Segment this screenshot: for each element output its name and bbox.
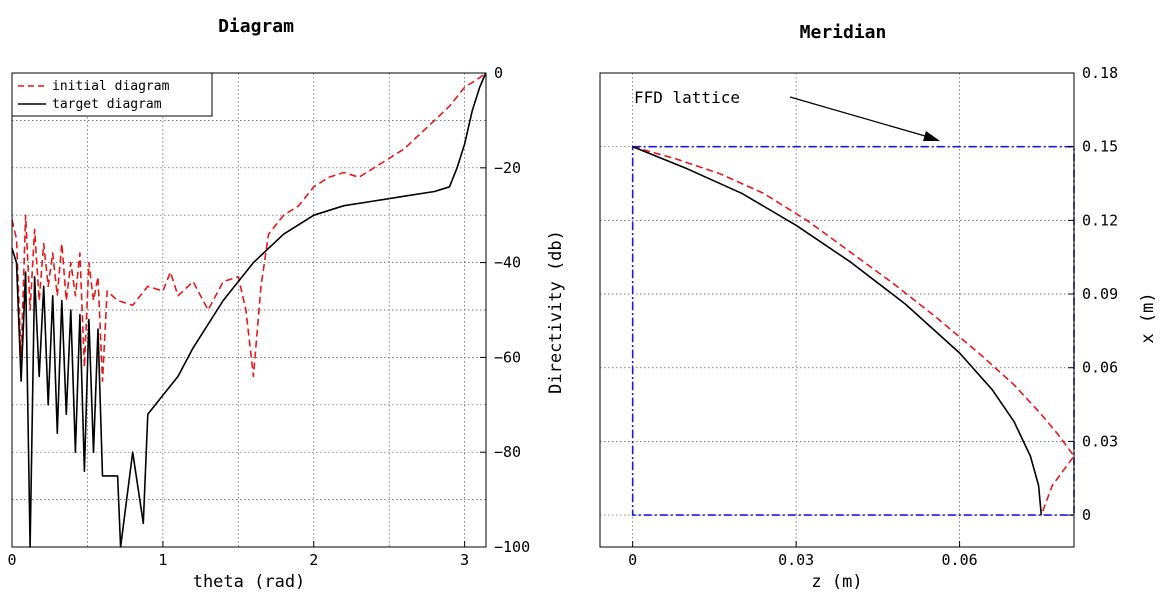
meridian-y-tick-label: 0.12 [1082,211,1118,229]
meridian-title: Meridian [800,22,887,43]
ffd-lattice-box [631,145,1075,516]
diagram-legend: initial diagram target diagram [11,72,213,117]
diagram-y-tick-label: 0 [494,64,503,82]
diagram-y-tick-label: −60 [494,348,521,366]
meridian-y-tick-label: 0.15 [1082,138,1118,156]
meridian-x-tick-label: 0 [628,551,637,569]
meridian-grid [600,72,1074,547]
diagram-x-ticks: 0 1 2 3 [7,541,469,569]
initial-meridian-line [632,145,1075,516]
meridian-x-ticks: 0 0.03 0.06 [628,541,978,569]
diagram-series [11,72,487,548]
ffd-lattice-arrow [789,96,940,141]
target-diagram-line [11,72,487,548]
diagram-x-tick-label: 0 [7,551,16,569]
ffd-lattice-annotation: FFD lattice [634,88,740,107]
meridian-frame [599,72,1075,548]
diagram-x-tick-label: 3 [460,551,469,569]
meridian-y-tick-label: 0.09 [1082,285,1118,303]
meridian-y-tick-label: 0.03 [1082,432,1118,450]
meridian-y-axis-label: x (m) [1138,292,1158,343]
diagram-x-axis-label: theta (rad) [193,572,306,592]
meridian-x-tick-label: 0.06 [942,551,978,569]
diagram-frame [11,72,487,548]
initial-diagram-line [11,72,487,382]
target-meridian-line [632,145,1043,516]
diagram-x-tick-label: 1 [158,551,167,569]
meridian-y-tick-label: 0.06 [1082,359,1118,377]
diagram-grid [11,73,486,547]
diagram-y-ticks: 0 −20 −40 −60 −80 −100 [480,64,530,556]
meridian-y-ticks: 0 0.03 0.06 0.09 0.12 0.15 0.18 [1068,64,1118,524]
meridian-y-tick-label: 0 [1082,506,1091,524]
legend-target-label: target diagram [52,97,162,112]
meridian-x-tick-label: 0.03 [778,551,814,569]
diagram-y-tick-label: −100 [494,538,530,556]
meridian-series [631,145,1075,516]
diagram-y-axis-label: Directivity (db) [546,230,566,394]
meridian-chart: Meridian 0 0.03 0.06 0 0.03 0.06 0.09 0.12 0.15… [599,22,1158,592]
diagram-y-tick-label: −40 [494,254,521,272]
diagram-x-tick-label: 2 [309,551,318,569]
meridian-y-tick-label: 0.18 [1082,64,1118,82]
diagram-y-tick-label: −80 [494,443,521,461]
legend-initial-label: initial diagram [52,79,170,94]
meridian-x-axis-label: z (m) [811,572,862,592]
diagram-title: Diagram [218,16,294,37]
diagram-y-tick-label: −20 [494,159,521,177]
diagram-chart: Diagram 0 1 2 3 0 −20 −40 −60 −80 −100 theta (ra… [7,16,566,592]
